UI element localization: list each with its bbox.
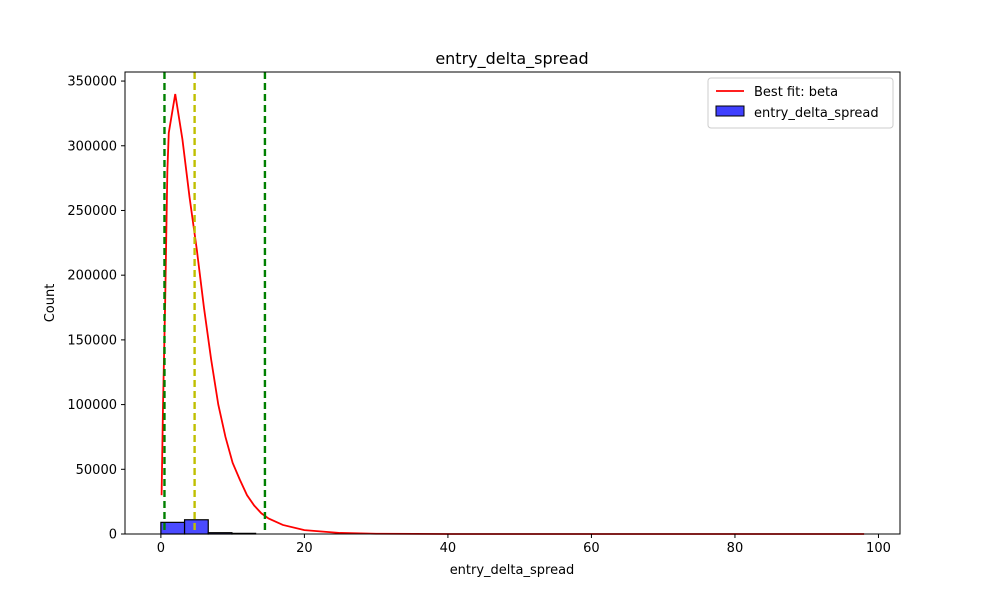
- x-tick-label-2: 40: [440, 541, 457, 556]
- y-axis-label: Count: [43, 284, 58, 323]
- x-tick-label-0: 0: [157, 541, 165, 556]
- y-tick-label-0: 0: [109, 528, 117, 543]
- legend-label-fit: Best fit: beta: [754, 85, 838, 100]
- y-tick-label-2: 100000: [67, 398, 117, 413]
- y-tick-label-5: 250000: [67, 204, 117, 219]
- reference-lines: [163, 72, 267, 534]
- x-tick-label-1: 20: [296, 541, 313, 556]
- histogram-bars: [160, 519, 257, 535]
- y-tick-label-6: 300000: [67, 139, 117, 154]
- legend-label-histogram: entry_delta_spread: [754, 106, 879, 121]
- legend-patch-swatch: [715, 105, 745, 117]
- x-tick-label-4: 80: [727, 541, 744, 556]
- legend-box: [707, 77, 894, 129]
- fit-line-series: [160, 93, 865, 535]
- x-tick-label-3: 60: [583, 541, 600, 556]
- x-tick-label-5: 100: [866, 541, 891, 556]
- chart-title: entry_delta_spread: [435, 49, 588, 69]
- plot-area: [124, 71, 901, 535]
- y-axis: 0 50000 100000 150000 200000 250000 300000 3500…: [67, 75, 125, 543]
- y-tick-label-1: 50000: [76, 463, 117, 478]
- x-axis-label: entry_delta_spread: [450, 563, 575, 578]
- histogram-bar-1: [183, 519, 209, 535]
- y-tick-label-7: 350000: [67, 75, 117, 90]
- x-axis: 0 20 40 60 80 100: [157, 534, 891, 556]
- legend: Best fit: beta entry_delta_spread: [707, 77, 894, 129]
- plot-frame: [124, 71, 901, 535]
- y-tick-label-3: 150000: [67, 333, 117, 348]
- y-tick-label-4: 200000: [67, 269, 117, 284]
